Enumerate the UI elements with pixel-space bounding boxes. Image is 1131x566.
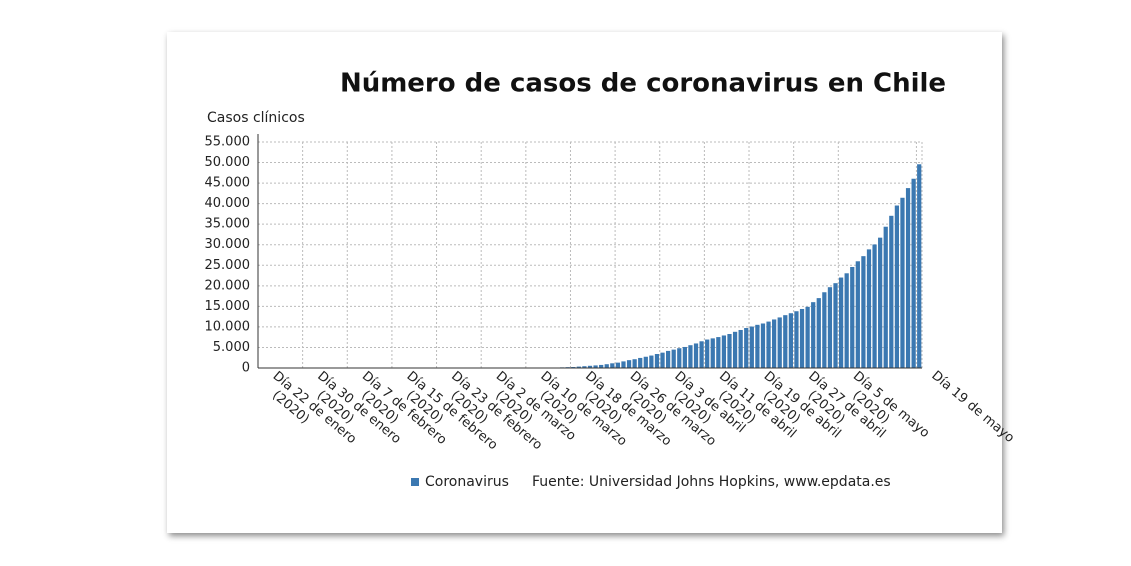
bar <box>788 313 793 368</box>
bar <box>811 302 816 368</box>
bar <box>610 363 615 368</box>
bar <box>894 205 900 368</box>
bar <box>766 321 771 368</box>
bar <box>878 237 883 368</box>
y-tick-label: 0 <box>242 361 250 376</box>
bar <box>727 334 732 368</box>
y-tick-label: 40.000 <box>205 196 251 211</box>
bar <box>576 366 581 368</box>
bar <box>794 311 799 368</box>
bar <box>805 306 810 368</box>
bar <box>905 188 911 368</box>
bar <box>615 362 621 368</box>
bar <box>716 337 721 368</box>
bar <box>866 249 872 368</box>
bar <box>638 357 643 368</box>
bar <box>705 339 710 368</box>
y-tick-label: 30.000 <box>205 237 251 252</box>
bar <box>604 364 609 368</box>
bar <box>665 350 671 368</box>
bar <box>777 317 782 368</box>
bar <box>799 308 805 368</box>
bar <box>889 215 894 368</box>
y-tick-label: 10.000 <box>205 319 251 334</box>
bar <box>671 349 676 368</box>
bar <box>883 226 888 368</box>
y-tick-label: 20.000 <box>205 278 251 293</box>
bar <box>643 356 648 368</box>
bar <box>861 256 866 368</box>
bar <box>816 298 821 368</box>
bar <box>710 338 715 368</box>
y-tick-label: 25.000 <box>205 258 251 273</box>
bar <box>721 335 727 368</box>
bar <box>649 355 654 368</box>
bar <box>587 365 593 368</box>
y-tick-label: 45.000 <box>205 176 251 191</box>
bar <box>599 364 604 368</box>
bar <box>917 164 922 368</box>
y-tick-label: 35.000 <box>205 217 251 232</box>
legend-label: Coronavirus <box>425 474 509 490</box>
bar <box>760 323 766 368</box>
y-tick-label: 50.000 <box>205 155 251 170</box>
bar <box>682 346 687 368</box>
bar <box>850 266 855 368</box>
bar <box>755 324 760 368</box>
bar <box>582 366 587 368</box>
chart-title: Número de casos de coronavirus en Chile <box>340 69 946 99</box>
bar <box>732 331 738 368</box>
bar <box>827 287 833 368</box>
bar <box>783 315 788 368</box>
bar <box>688 345 693 368</box>
y-tick-label: 5.000 <box>213 340 250 355</box>
bar <box>911 178 916 368</box>
bar <box>626 360 632 368</box>
bar <box>855 261 860 368</box>
bar <box>900 197 905 368</box>
bar <box>749 326 754 368</box>
bar <box>621 361 626 368</box>
y-tick-label: 55.000 <box>205 135 251 150</box>
bar <box>632 359 637 368</box>
x-tick-label: Día 19 de mayo <box>928 368 1017 446</box>
source: Fuente: Universidad Johns Hopkins, www.e… <box>532 474 891 490</box>
y-tick-label: 15.000 <box>205 299 251 314</box>
bar <box>833 283 838 368</box>
legend-swatch <box>411 478 419 486</box>
bar <box>872 244 877 368</box>
bar <box>677 348 682 368</box>
bar <box>660 352 665 368</box>
bar <box>699 341 704 368</box>
bar <box>844 273 849 368</box>
bar <box>593 365 598 368</box>
bar <box>822 292 827 368</box>
bar <box>744 328 749 368</box>
y-axis-label: Casos clínicos <box>207 110 305 126</box>
bar <box>838 277 844 368</box>
bar <box>772 319 777 368</box>
bar <box>693 343 699 368</box>
bar <box>654 354 660 368</box>
bar <box>738 329 743 368</box>
